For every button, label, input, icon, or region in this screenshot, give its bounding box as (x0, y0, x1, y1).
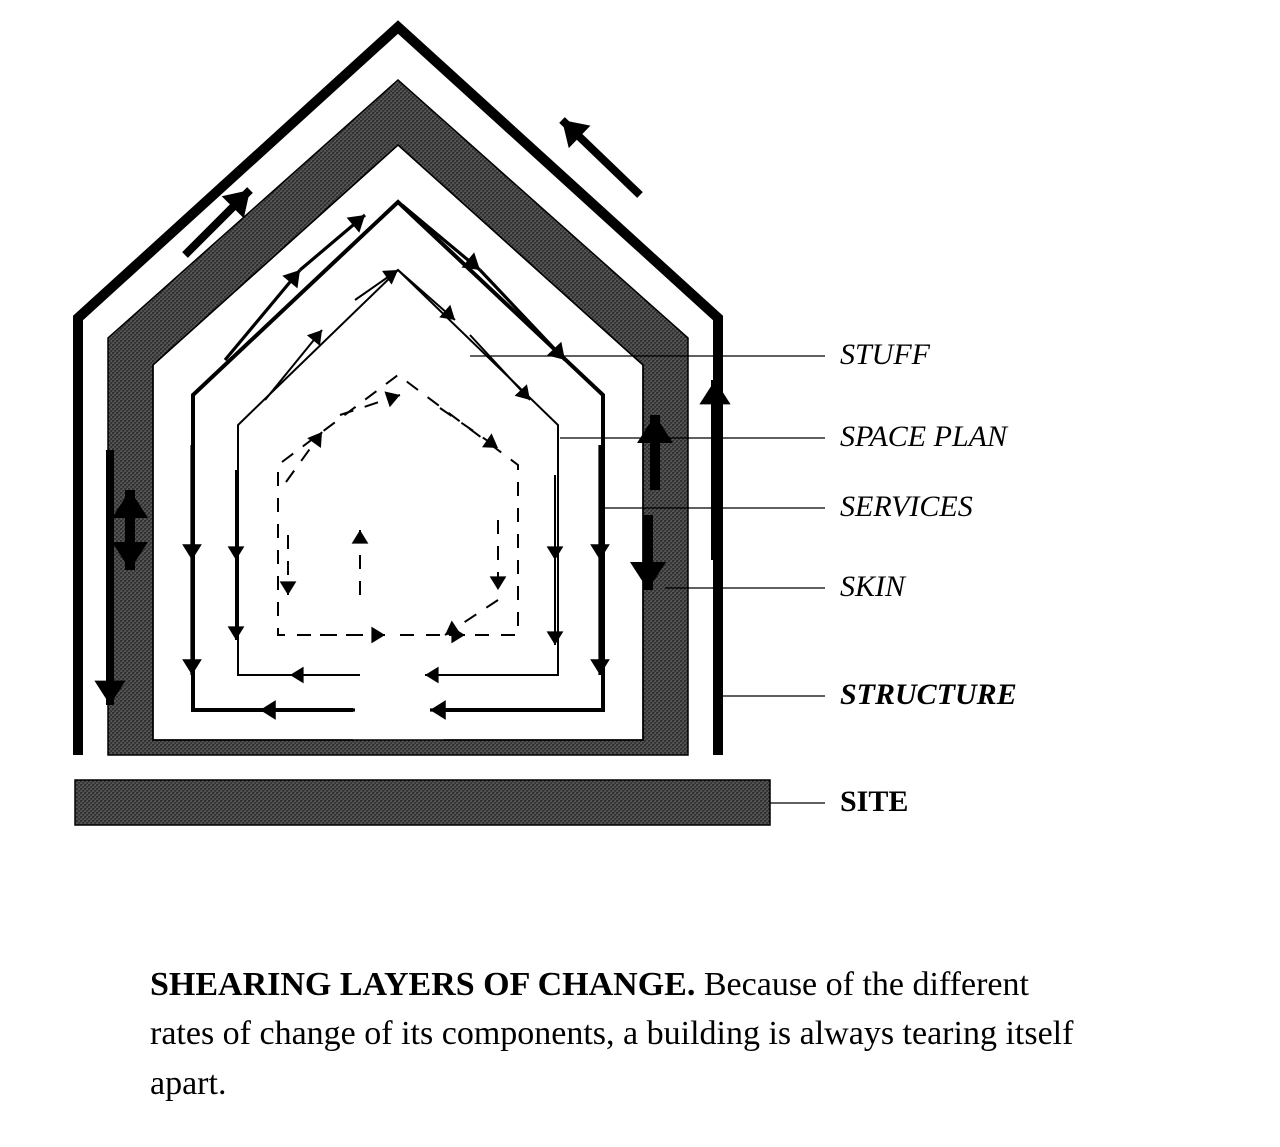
label-structure: STRUCTURE (840, 678, 1017, 712)
label-skin: SKIN (840, 570, 905, 604)
label-site: SITE (840, 785, 908, 819)
label-services: SERVICES (840, 490, 973, 524)
label-stuff: STUFF (840, 338, 930, 372)
diagram-canvas: STUFF SPACE PLAN SERVICES SKIN STRUCTURE… (0, 0, 1280, 1147)
caption: SHEARING LAYERS OF CHANGE. Because of th… (150, 960, 1090, 1108)
label-space-plan: SPACE PLAN (840, 420, 1007, 454)
caption-lead: SHEARING LAYERS OF CHANGE. (150, 966, 695, 1003)
